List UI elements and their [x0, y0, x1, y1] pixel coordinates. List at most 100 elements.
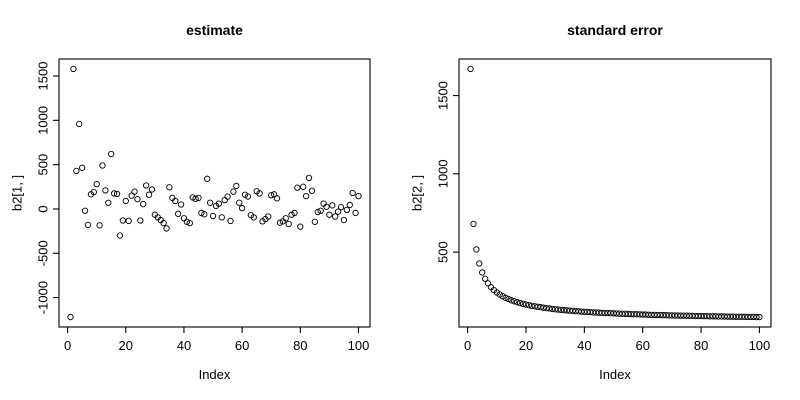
- data-point: [531, 303, 538, 310]
- data-point: [119, 217, 127, 224]
- data-point: [250, 214, 257, 221]
- data-point: [610, 310, 617, 317]
- data-point: [592, 309, 600, 316]
- data-point: [169, 194, 176, 202]
- panel-standard-error: standard error 0 20 40 60 80 100 500 1000 1500 Ind…: [410, 22, 772, 382]
- data-point: [163, 225, 170, 232]
- data-point: [334, 208, 342, 215]
- x-tick-label: 100: [348, 338, 370, 353]
- data-point: [337, 204, 345, 211]
- x-tick-label: 80: [694, 338, 708, 353]
- data-point: [508, 297, 515, 304]
- data-point: [160, 219, 167, 227]
- data-point: [473, 246, 480, 253]
- data-point: [305, 174, 313, 182]
- data-point: [525, 302, 533, 309]
- x-tick-label: 40: [177, 338, 191, 353]
- data-point: [589, 309, 597, 316]
- data-point: [113, 190, 121, 198]
- x-tick-label: 20: [119, 338, 133, 353]
- data-point: [317, 207, 324, 214]
- data-point: [340, 216, 348, 224]
- y-tick-label: 1000: [36, 106, 51, 135]
- data-point: [753, 313, 760, 321]
- data-point: [96, 222, 103, 229]
- data-point: [206, 199, 214, 206]
- data-point: [122, 197, 129, 205]
- data-point: [300, 183, 307, 190]
- data-point: [537, 304, 544, 311]
- data-point: [314, 208, 321, 216]
- data-point: [70, 65, 77, 73]
- data-point: [142, 182, 150, 189]
- data-point: [476, 260, 483, 267]
- x-tick-label: 80: [293, 338, 307, 353]
- data-point: [180, 215, 188, 222]
- data-point: [102, 187, 109, 194]
- axis-title-x: Index: [199, 367, 231, 382]
- data-point: [189, 194, 196, 201]
- data-point: [595, 309, 603, 316]
- data-point: [563, 307, 570, 314]
- data-point: [308, 187, 316, 194]
- x-tick-label: 0: [64, 338, 71, 353]
- data-point: [221, 196, 228, 204]
- data-point: [111, 190, 118, 197]
- data-point: [584, 308, 591, 316]
- data-point: [554, 306, 562, 313]
- data-point: [587, 308, 594, 316]
- data-point: [467, 65, 474, 73]
- data-point: [215, 200, 223, 207]
- data-point: [137, 217, 144, 224]
- data-point: [198, 209, 205, 217]
- x-tick-label: 20: [519, 338, 533, 353]
- y-tick-label: 1500: [436, 81, 451, 110]
- data-point: [81, 207, 89, 214]
- data-point: [352, 209, 359, 217]
- data-point: [552, 306, 559, 313]
- data-point: [236, 199, 243, 206]
- data-point: [218, 214, 225, 221]
- data-point: [204, 175, 211, 182]
- axis-title-x: Index: [599, 367, 631, 382]
- data-point: [128, 192, 135, 199]
- data-points: [467, 65, 763, 321]
- data-point: [192, 195, 199, 202]
- data-point: [227, 217, 234, 225]
- data-point: [543, 304, 550, 312]
- y-tick-label: 500: [436, 241, 451, 263]
- data-point: [642, 311, 649, 318]
- data-point: [177, 201, 185, 208]
- data-point: [332, 213, 339, 220]
- data-point: [481, 275, 489, 282]
- data-point: [291, 209, 298, 217]
- data-point: [67, 313, 74, 321]
- data-point: [528, 302, 535, 309]
- data-point: [270, 191, 278, 198]
- data-point: [484, 280, 492, 287]
- data-point: [572, 307, 579, 315]
- data-point: [613, 310, 620, 317]
- data-point: [268, 192, 275, 199]
- data-point: [557, 306, 565, 314]
- data-point: [297, 223, 304, 230]
- data-point: [73, 167, 80, 174]
- data-point: [134, 196, 141, 203]
- data-point: [105, 199, 112, 206]
- data-point: [549, 305, 556, 313]
- data-point: [578, 308, 585, 315]
- data-point: [285, 220, 292, 228]
- data-point: [195, 194, 202, 202]
- data-point: [99, 162, 106, 169]
- data-point: [756, 313, 763, 321]
- y-tick-label: 1000: [436, 159, 451, 188]
- data-point: [502, 294, 509, 301]
- data-point: [108, 150, 115, 158]
- data-point: [186, 219, 193, 227]
- data-point: [244, 193, 252, 200]
- data-point: [560, 307, 568, 314]
- data-point: [282, 215, 289, 222]
- data-point: [174, 210, 182, 217]
- data-point: [209, 212, 217, 220]
- data-point: [622, 310, 629, 317]
